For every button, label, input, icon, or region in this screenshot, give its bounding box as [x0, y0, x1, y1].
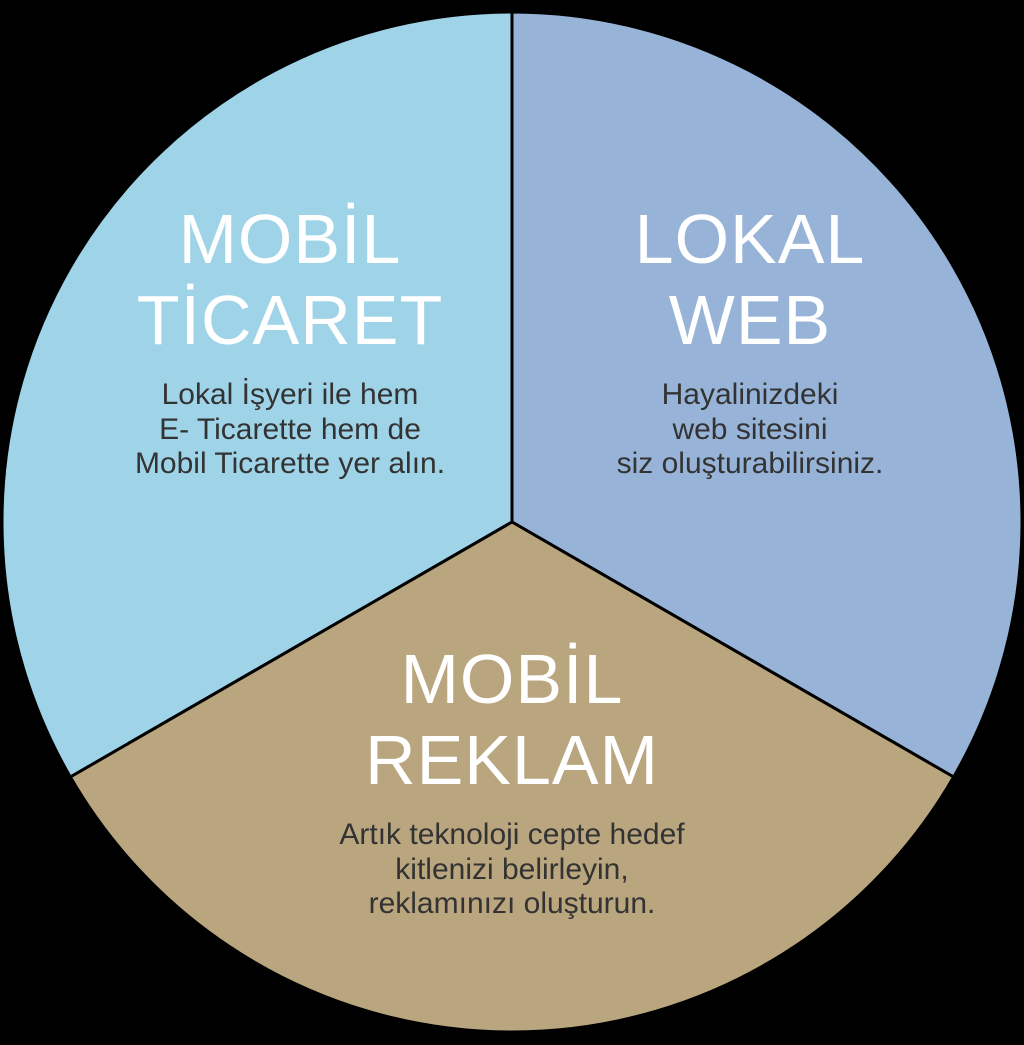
desc-lokal-web: Hayalinizdeki web sitesini siz oluşturab… — [617, 378, 884, 482]
desc-mobil-ticaret: Lokal İşyeri ile hem E- Ticarette hem de… — [135, 378, 445, 482]
title-mobil-ticaret: MOBİL TİCARET — [135, 199, 445, 360]
label-mobil-ticaret: MOBİL TİCARET Lokal İşyeri ile hem E- Tic… — [135, 199, 445, 482]
title-lokal-web: LOKAL WEB — [617, 199, 884, 360]
desc-mobil-reklam: Artık teknoloji cepte hedef kitlenizi be… — [339, 818, 684, 922]
title-mobil-reklam: MOBİL REKLAM — [339, 639, 684, 800]
label-mobil-reklam: MOBİL REKLAM Artık teknoloji cepte hedef … — [339, 639, 684, 922]
pie-infographic: MOBİL TİCARET Lokal İşyeri ile hem E- Tic… — [0, 0, 1024, 1045]
label-lokal-web: LOKAL WEB Hayalinizdeki web sitesini siz … — [617, 199, 884, 482]
